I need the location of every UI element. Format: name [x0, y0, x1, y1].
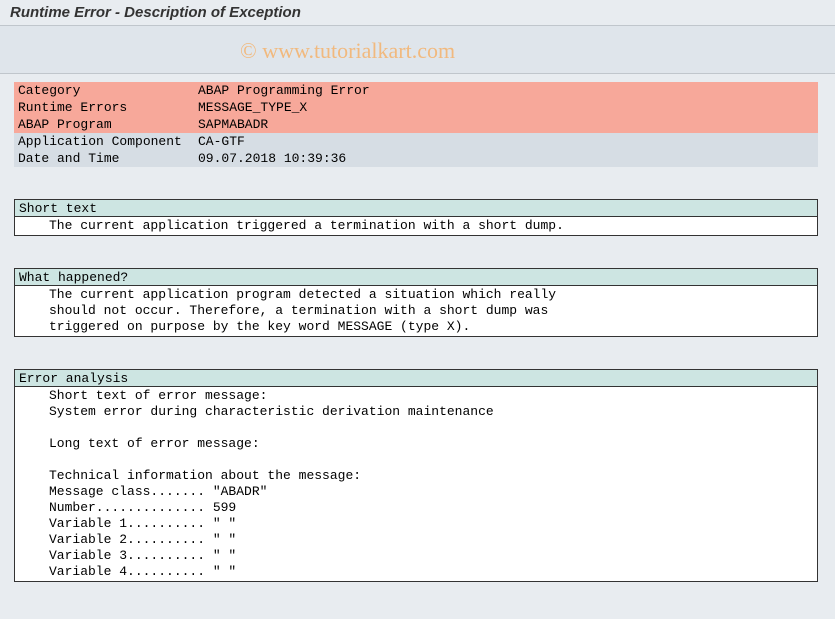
- info-value: ABAP Programming Error: [194, 82, 818, 99]
- text-line: The current application program detected…: [19, 287, 813, 303]
- info-value: SAPMABADR: [194, 116, 818, 133]
- text-line: Short text of error message:: [19, 388, 813, 404]
- short-text-section: Short text The current application trigg…: [14, 199, 818, 236]
- text-line: Message class....... "ABADR": [19, 484, 813, 500]
- window-title-bar: Runtime Error - Description of Exception: [0, 0, 835, 26]
- info-label: Category: [14, 82, 194, 99]
- info-label: Application Component: [14, 133, 194, 150]
- section-header: What happened?: [15, 269, 817, 286]
- section-body: Short text of error message:System error…: [15, 387, 817, 581]
- text-line: should not occur. Therefore, a terminati…: [19, 303, 813, 319]
- info-label: Date and Time: [14, 150, 194, 167]
- text-line: System error during characteristic deriv…: [19, 404, 813, 420]
- text-line: Number.............. 599: [19, 500, 813, 516]
- blank-line: [19, 452, 813, 468]
- toolbar-strip: © www.tutorialkart.com: [0, 26, 835, 74]
- text-line: Technical information about the message:: [19, 468, 813, 484]
- what-happened-section: What happened? The current application p…: [14, 268, 818, 337]
- page-title: Runtime Error - Description of Exception: [10, 4, 301, 21]
- text-line: Long text of error message:: [19, 436, 813, 452]
- info-row: Application ComponentCA-GTF: [14, 133, 818, 150]
- info-value: 09.07.2018 10:39:36: [194, 150, 818, 167]
- section-body: The current application triggered a term…: [15, 217, 817, 235]
- info-value: MESSAGE_TYPE_X: [194, 99, 818, 116]
- watermark-text: © www.tutorialkart.com: [240, 38, 455, 64]
- text-line: Variable 2.......... " ": [19, 532, 813, 548]
- text-line: The current application triggered a term…: [19, 218, 813, 234]
- content-area: CategoryABAP Programming ErrorRuntime Er…: [0, 74, 835, 582]
- info-row: ABAP ProgramSAPMABADR: [14, 116, 818, 133]
- text-line: Variable 1.......... " ": [19, 516, 813, 532]
- info-label: Runtime Errors: [14, 99, 194, 116]
- text-line: Variable 3.......... " ": [19, 548, 813, 564]
- info-row: CategoryABAP Programming Error: [14, 82, 818, 99]
- text-line: Variable 4.......... " ": [19, 564, 813, 580]
- section-header: Error analysis: [15, 370, 817, 387]
- exception-info-table: CategoryABAP Programming ErrorRuntime Er…: [14, 82, 818, 167]
- text-line: triggered on purpose by the key word MES…: [19, 319, 813, 335]
- section-header: Short text: [15, 200, 817, 217]
- error-analysis-section: Error analysis Short text of error messa…: [14, 369, 818, 582]
- info-row: Date and Time09.07.2018 10:39:36: [14, 150, 818, 167]
- info-label: ABAP Program: [14, 116, 194, 133]
- info-row: Runtime ErrorsMESSAGE_TYPE_X: [14, 99, 818, 116]
- blank-line: [19, 420, 813, 436]
- info-value: CA-GTF: [194, 133, 818, 150]
- section-body: The current application program detected…: [15, 286, 817, 336]
